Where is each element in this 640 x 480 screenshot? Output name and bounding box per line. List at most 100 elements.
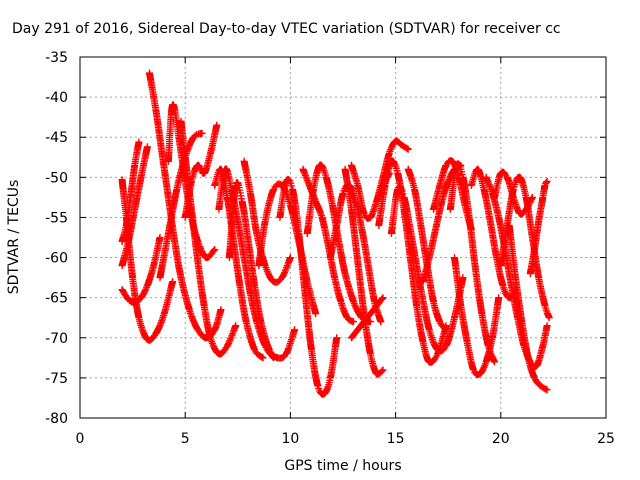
data-point <box>533 248 536 251</box>
data-point <box>264 220 266 223</box>
data-point <box>302 168 304 171</box>
data-point <box>215 124 218 126</box>
data-point <box>375 200 378 203</box>
data-point <box>344 272 346 275</box>
data-point <box>493 196 496 199</box>
data-point <box>491 336 494 339</box>
series-arc-10 <box>211 165 267 362</box>
data-point <box>497 216 500 219</box>
data-point <box>138 141 140 143</box>
data-point <box>159 236 161 239</box>
data-point <box>373 300 376 303</box>
data-point <box>213 184 216 187</box>
data-point <box>394 140 397 143</box>
data-point <box>171 280 174 283</box>
data-point <box>468 216 471 219</box>
data-point <box>390 232 393 235</box>
data-point <box>133 208 136 211</box>
data-point <box>291 188 294 191</box>
data-point <box>173 240 176 243</box>
data-point <box>152 264 155 267</box>
data-point <box>422 280 424 283</box>
y-tick-label: -75 <box>45 371 68 387</box>
data-point <box>197 260 199 263</box>
series-arc-35 <box>526 177 551 278</box>
data-point <box>466 340 468 343</box>
data-point <box>121 178 123 181</box>
series-arc-30 <box>467 165 519 302</box>
data-point <box>264 264 266 267</box>
data-point <box>375 373 378 375</box>
data-point <box>512 188 515 191</box>
data-point <box>363 320 365 323</box>
data-point <box>518 212 521 215</box>
data-point <box>329 377 332 379</box>
x-tick-label: 10 <box>281 431 299 447</box>
data-point <box>502 284 504 287</box>
data-point <box>356 328 359 331</box>
y-axis-label: SDTVAR / TECUs <box>6 180 22 295</box>
data-point <box>500 264 502 267</box>
series-arc-04 <box>118 143 151 270</box>
data-point <box>548 316 550 319</box>
data-point <box>453 316 456 319</box>
data-point <box>356 260 359 263</box>
data-point <box>436 353 439 355</box>
x-tick-label: 20 <box>492 431 510 447</box>
data-point <box>293 328 296 331</box>
data-point <box>304 292 306 295</box>
data-point <box>180 276 182 279</box>
data-point <box>337 240 340 243</box>
data-point <box>253 284 256 287</box>
data-point <box>333 276 336 279</box>
y-tick-label: -60 <box>45 251 68 267</box>
x-axis-label: GPS time / hours <box>284 458 401 474</box>
data-point <box>178 136 180 139</box>
series-arc-22 <box>373 137 412 205</box>
data-point <box>129 196 132 199</box>
data-point <box>453 256 456 259</box>
y-tick-label: -65 <box>45 291 68 307</box>
data-point <box>462 276 464 279</box>
data-point <box>154 108 157 110</box>
data-point <box>485 176 487 179</box>
data-point <box>445 345 447 347</box>
data-point <box>377 224 380 227</box>
data-point <box>483 188 485 191</box>
data-point <box>531 236 534 239</box>
data-point <box>445 328 447 331</box>
data-point <box>205 256 208 259</box>
data-point <box>510 284 513 287</box>
data-point <box>190 208 193 211</box>
data-point <box>255 232 258 235</box>
data-point <box>344 168 346 171</box>
data-point <box>243 160 245 163</box>
data-point <box>508 296 511 299</box>
data-point <box>260 320 262 323</box>
tick-labels: 0 5 10 15 20 25 -35 -40 -45 -50 -55 -60 -65 -70 -75 -80 <box>45 50 615 447</box>
data-point <box>190 180 193 183</box>
data-point <box>420 224 422 227</box>
data-point <box>369 353 372 355</box>
data-point <box>255 320 258 323</box>
data-point <box>428 328 431 331</box>
series-arc-07 <box>177 117 240 358</box>
data-point <box>489 220 492 223</box>
data-point <box>140 176 142 179</box>
data-point <box>201 132 203 135</box>
data-point <box>272 188 275 191</box>
data-point <box>441 200 443 203</box>
data-point <box>390 160 393 163</box>
data-point <box>369 320 372 323</box>
data-point <box>220 308 222 311</box>
data-point <box>485 361 487 363</box>
data-point <box>310 349 313 351</box>
data-point <box>407 148 410 151</box>
data-point <box>335 224 338 227</box>
data-point <box>432 208 435 211</box>
data-point <box>325 176 327 179</box>
data-point <box>495 256 498 259</box>
data-point <box>340 300 342 303</box>
data-point <box>249 292 252 295</box>
